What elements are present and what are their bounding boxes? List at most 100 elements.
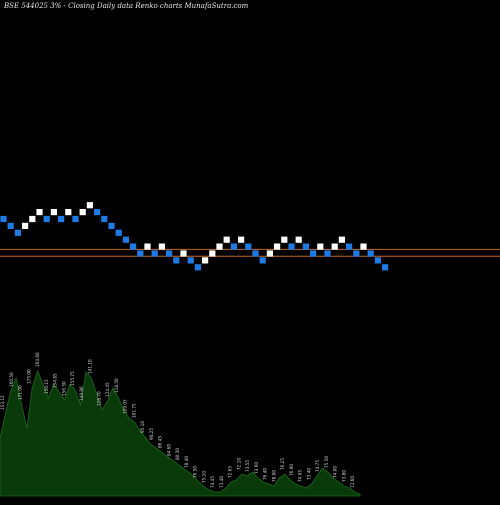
renko-brick-down [230, 243, 237, 250]
volume-label: 74.45 [210, 476, 215, 488]
renko-brick-up [331, 243, 338, 250]
renko-brick-down [173, 257, 180, 264]
volume-label: 72.10 [236, 458, 241, 470]
renko-brick-down [353, 250, 360, 257]
renko-brick-down [130, 243, 137, 250]
renko-brick-down [72, 215, 79, 223]
renko-brick-down [43, 215, 50, 223]
renko-brick-down [324, 250, 331, 257]
volume-label: 76.90 [289, 464, 294, 476]
volume-label: 155.75 [70, 371, 75, 386]
volume-label: 80.30 [175, 448, 180, 460]
renko-brick-up [209, 250, 216, 257]
volume-area-path [0, 369, 361, 497]
renko-brick-down [94, 209, 101, 216]
volume-label: 76.25 [280, 458, 285, 470]
renko-brick-up [360, 243, 367, 250]
renko-brick-down [101, 215, 108, 223]
renko-brick-down [302, 243, 309, 250]
volume-label: 73.80 [341, 470, 346, 482]
volume-label: 72.65 [228, 466, 233, 478]
renko-brick-up [317, 243, 324, 250]
renko-brick-up [50, 209, 57, 216]
volume-label: 150.15 [44, 379, 49, 394]
volume-label: 156.50 [61, 381, 66, 396]
volume-label: 74.95 [298, 470, 303, 482]
renko-brick-down [122, 236, 129, 243]
volume-label: 124.45 [105, 382, 110, 397]
renko-brick-up [158, 243, 165, 250]
renko-brick-down [259, 257, 266, 264]
volume-label: 72.60 [350, 476, 355, 488]
renko-brick-up [338, 236, 345, 243]
renko-brick-down [194, 264, 201, 271]
reference-lines [0, 248, 500, 257]
renko-brick-up [86, 202, 93, 209]
renko-brick-down [374, 257, 381, 264]
renko-brick-up [274, 243, 281, 250]
volume-label: 95.10 [140, 421, 145, 433]
renko-brick-up [266, 250, 273, 257]
renko-brick-down [7, 222, 14, 229]
renko-brick-down [0, 215, 7, 223]
volume-label: 164.60 [35, 352, 40, 367]
renko-brick-down [288, 243, 295, 250]
renko-brick-down [245, 243, 252, 250]
renko-brick-down [14, 229, 21, 236]
volume-label: 75.50 [324, 456, 329, 468]
volume-label: 73.40 [306, 468, 311, 480]
volume-label: 74.00 [333, 466, 338, 478]
renko-brick-down [137, 250, 144, 257]
volume-label: 109.05 [123, 399, 128, 414]
volume-label: 78.40 [184, 456, 189, 468]
volume-label: 74.75 [315, 460, 320, 472]
volume-label: 171.00 [18, 385, 23, 400]
renko-brick-up [22, 222, 29, 229]
volume-label: 175.00 [26, 369, 31, 384]
renko-brick-down [310, 250, 317, 257]
volume-label: 153.15 [0, 395, 5, 410]
volume-label: 76.50 [193, 466, 198, 478]
renko-brick-down [151, 250, 158, 257]
volume-area [0, 369, 361, 497]
renko-brick-up [36, 209, 43, 216]
renko-brick-up [216, 243, 223, 250]
renko-brick-down [346, 243, 353, 250]
renko-brick-up [65, 209, 72, 216]
renko-brick-down [58, 215, 65, 223]
volume-label: 154.85 [53, 373, 58, 388]
renko-brick-up [180, 250, 187, 257]
renko-brick-down [382, 264, 389, 271]
renko-brick-down [115, 229, 122, 236]
volume-label: 76.40 [263, 468, 268, 480]
volume-label: 101.75 [131, 403, 136, 418]
volume-label: 148.80 [79, 386, 84, 401]
renko-brick-up [79, 209, 86, 216]
renko-brick-down [367, 250, 374, 257]
volume-label: 78.00 [271, 470, 276, 482]
renko-brick-up [202, 257, 209, 264]
renko-brick-down [252, 250, 259, 257]
chart-title: BSE 544025 3% - Closing Daily data Renko… [4, 2, 249, 10]
volume-label: 141.10 [88, 359, 93, 374]
volume-label: 73.55 [245, 460, 250, 472]
renko-brick-down [166, 250, 173, 257]
renko-brick-up [144, 243, 151, 250]
renko-brick-down [187, 257, 194, 264]
volume-label: 90.25 [149, 428, 154, 440]
volume-label: 128.70 [96, 391, 101, 406]
renko-brick-up [223, 236, 230, 243]
volume-label: 160.50 [9, 372, 14, 387]
volume-label: 73.60 [254, 462, 259, 474]
renko-brick-up [295, 236, 302, 243]
volume-label: 84.60 [166, 444, 171, 456]
volume-label: 73.40 [219, 476, 224, 488]
renko-brick-up [281, 236, 288, 243]
renko-brick-up [238, 236, 245, 243]
renko-bricks [0, 202, 389, 271]
volume-label: 75.10 [201, 471, 206, 483]
volume-label: 86.45 [158, 436, 163, 448]
renko-brick-down [108, 222, 115, 229]
